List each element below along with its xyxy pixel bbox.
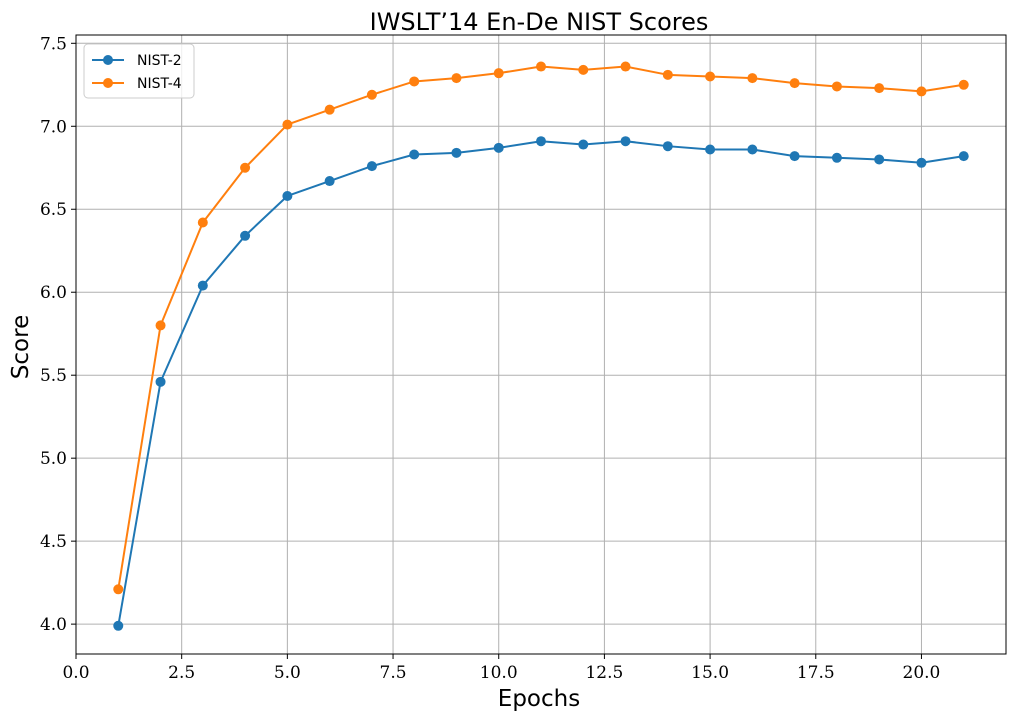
series-layer xyxy=(113,61,969,631)
plot-area-frame xyxy=(75,34,1007,655)
y-tick-label: 5.5 xyxy=(40,366,67,386)
data-point xyxy=(831,152,842,163)
data-point xyxy=(958,151,969,162)
x-tick-label: 10.0 xyxy=(480,663,518,683)
data-point xyxy=(831,81,842,92)
y-axis-label: Score xyxy=(8,315,34,379)
grid-lines xyxy=(75,35,1006,654)
data-point xyxy=(197,280,208,291)
data-point xyxy=(620,61,631,72)
x-tick-label: 20.0 xyxy=(903,663,941,683)
legend-item: NIST-4 xyxy=(92,76,182,92)
data-point xyxy=(155,376,166,387)
data-point xyxy=(451,73,462,84)
data-point xyxy=(197,217,208,228)
y-tick-label: 4.0 xyxy=(40,615,67,635)
data-point xyxy=(747,144,758,155)
x-axis-label: Epochs xyxy=(498,686,580,712)
legend-label: NIST-4 xyxy=(137,76,182,92)
x-tick-label: 15.0 xyxy=(691,663,729,683)
data-point xyxy=(409,149,420,160)
legend-label: NIST-2 xyxy=(137,53,182,69)
data-point xyxy=(493,68,504,79)
data-point xyxy=(958,79,969,90)
axis-ticks: 0.0 2.5 5.0 7.5 10.0 12.5 15.0 17.5 20.0 4.0 4.5 5.… xyxy=(40,34,940,683)
legend-marker xyxy=(103,55,113,65)
data-point xyxy=(662,69,673,80)
legend-marker xyxy=(103,78,113,88)
data-point xyxy=(240,230,251,241)
data-point xyxy=(113,620,124,631)
data-point xyxy=(536,61,546,72)
data-point xyxy=(113,584,124,595)
data-point xyxy=(705,144,716,155)
data-point xyxy=(578,139,589,150)
x-tick-label: 7.5 xyxy=(380,663,407,683)
data-point xyxy=(155,320,166,331)
chart-title: IWSLT’14 En-De NIST Scores xyxy=(370,8,709,36)
data-point xyxy=(620,136,631,147)
data-point xyxy=(747,73,758,84)
data-point xyxy=(536,136,546,147)
data-point xyxy=(493,142,504,153)
data-point xyxy=(874,83,885,94)
data-point xyxy=(324,176,335,187)
data-point xyxy=(789,78,800,89)
data-point xyxy=(916,86,927,97)
y-tick-label: 5.0 xyxy=(40,449,67,469)
data-point xyxy=(789,151,800,162)
x-tick-label: 17.5 xyxy=(797,663,835,683)
data-point xyxy=(578,64,589,75)
data-point xyxy=(282,119,293,130)
series-nist-4 xyxy=(113,61,969,595)
y-tick-label: 6.5 xyxy=(40,200,67,220)
data-point xyxy=(662,141,673,152)
y-tick-label: 6.0 xyxy=(40,283,67,303)
data-point xyxy=(409,76,420,87)
data-point xyxy=(282,190,293,201)
data-point xyxy=(705,71,716,82)
data-point xyxy=(874,154,885,165)
data-point xyxy=(324,104,335,115)
data-point xyxy=(451,147,462,158)
series-nist-2 xyxy=(113,136,969,631)
x-tick-label: 12.5 xyxy=(585,663,623,683)
x-tick-label: 2.5 xyxy=(168,663,195,683)
x-tick-label: 0.0 xyxy=(62,663,89,683)
data-point xyxy=(366,89,377,100)
x-tick-label: 5.0 xyxy=(274,663,301,683)
y-tick-label: 7.0 xyxy=(40,117,67,137)
legend: NIST-2 NIST-4 xyxy=(83,43,195,99)
data-point xyxy=(916,157,927,168)
y-tick-label: 4.5 xyxy=(40,532,67,552)
y-tick-label: 7.5 xyxy=(40,34,67,54)
data-point xyxy=(240,162,251,173)
data-point xyxy=(366,161,377,172)
legend-item: NIST-2 xyxy=(92,53,182,69)
